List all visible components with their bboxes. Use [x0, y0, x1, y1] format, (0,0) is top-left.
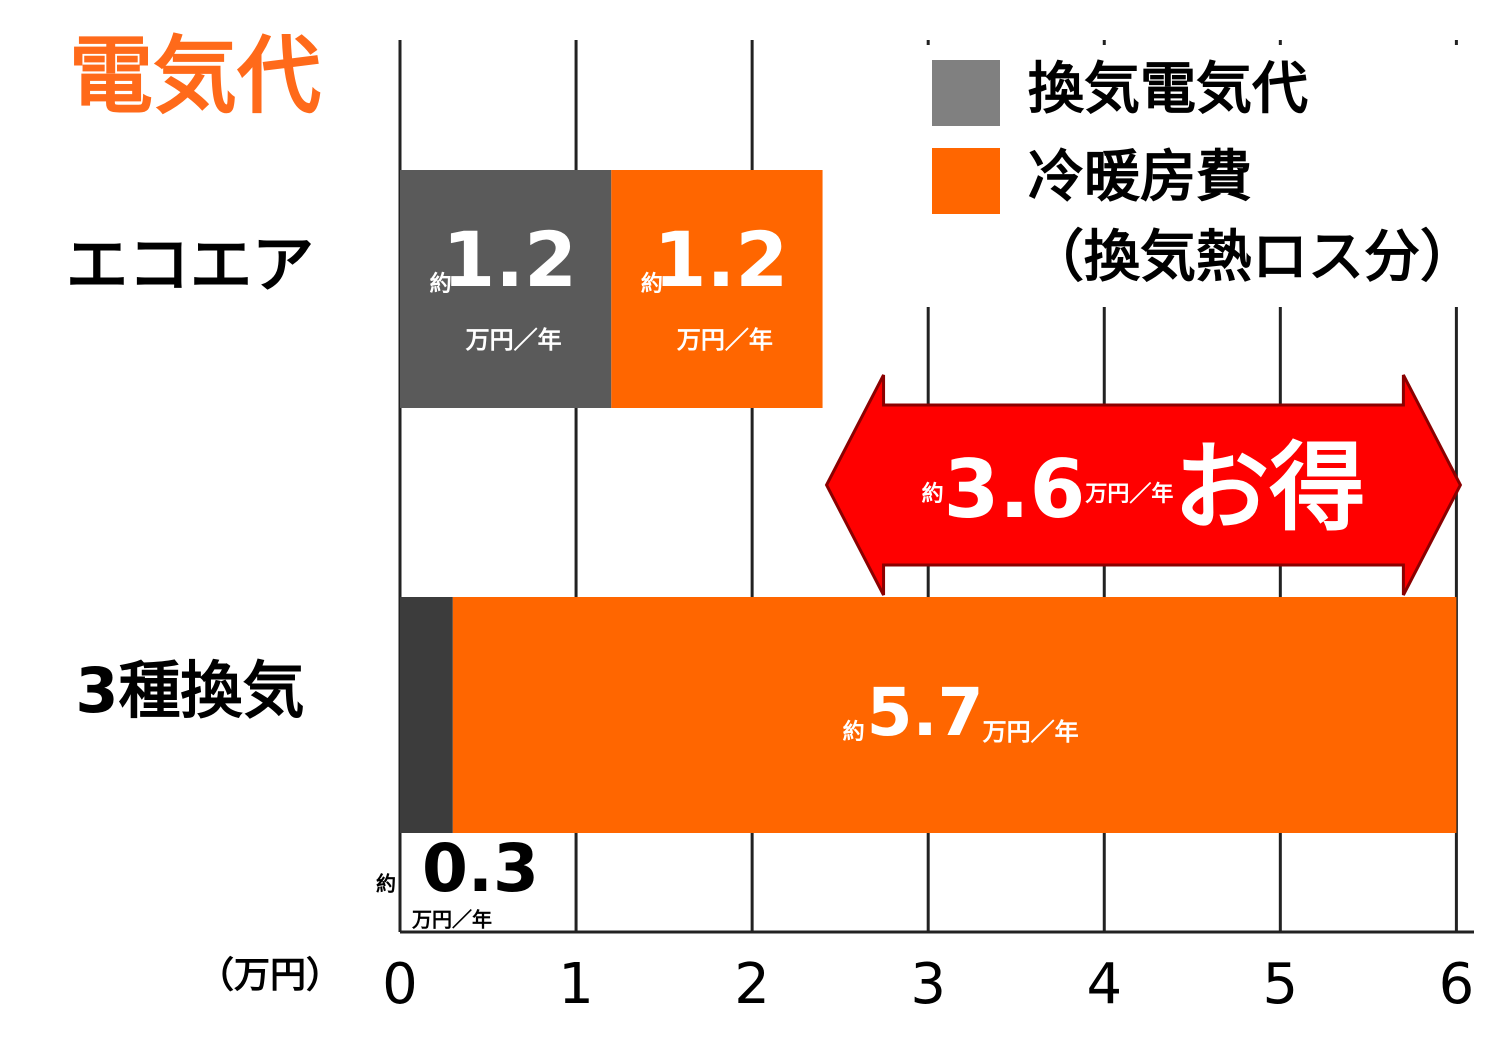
- legend-label: 換気電気代: [1028, 57, 1308, 122]
- bar-segment: [400, 170, 612, 408]
- value-label: 5.7: [867, 674, 984, 751]
- value-unit: 万円／年: [466, 326, 562, 354]
- value-label: 1.2: [654, 215, 789, 304]
- value-prefix: 約: [641, 271, 663, 297]
- savings-unit: 万円／年: [1084, 481, 1173, 507]
- savings-prefix: 約: [922, 481, 944, 507]
- legend-label-line: 冷暖房費: [1028, 145, 1252, 210]
- value-prefix: 約: [843, 719, 865, 745]
- value-unit: 万円／年: [677, 326, 773, 354]
- x-tick-label: 2: [734, 952, 770, 1017]
- savings-value: 3.6: [944, 443, 1086, 536]
- chart-title: 電気代: [69, 27, 321, 125]
- value-label: 1.2: [442, 215, 577, 304]
- value-prefix: 約: [430, 271, 452, 297]
- category-label: エコエア: [66, 228, 314, 301]
- value-unit: 万円／年: [411, 908, 492, 932]
- savings-arrow: [824, 374, 1463, 596]
- savings-suffix: お得: [1173, 432, 1365, 544]
- category-label: 3種換気: [75, 654, 304, 727]
- x-axis-label: （万円）: [198, 955, 342, 996]
- bar-segment: [611, 170, 823, 408]
- legend-label: 冷暖房費 （換気熱ロス分）: [1028, 145, 1476, 290]
- x-tick-label: 1: [558, 952, 594, 1017]
- x-tick-label: 5: [1263, 952, 1299, 1017]
- bar-segment: [400, 597, 453, 833]
- x-tick-label: 6: [1439, 952, 1475, 1017]
- value-label: 0.3: [422, 830, 539, 907]
- legend-swatch: [932, 148, 1000, 214]
- bar-segment: [452, 597, 1457, 833]
- savings-annotation: 約3.6万円／年お得: [922, 432, 1366, 544]
- legend-background: [915, 45, 1500, 307]
- x-tick-label: 4: [1086, 952, 1122, 1017]
- legend-swatch: [932, 60, 1000, 126]
- x-tick-label: 3: [910, 952, 946, 1017]
- x-tick-label: 0: [382, 952, 418, 1017]
- value-unit: 万円／年: [983, 718, 1079, 746]
- value-prefix: 約: [376, 872, 396, 896]
- legend-label-line: （換気熱ロス分）: [1028, 225, 1476, 290]
